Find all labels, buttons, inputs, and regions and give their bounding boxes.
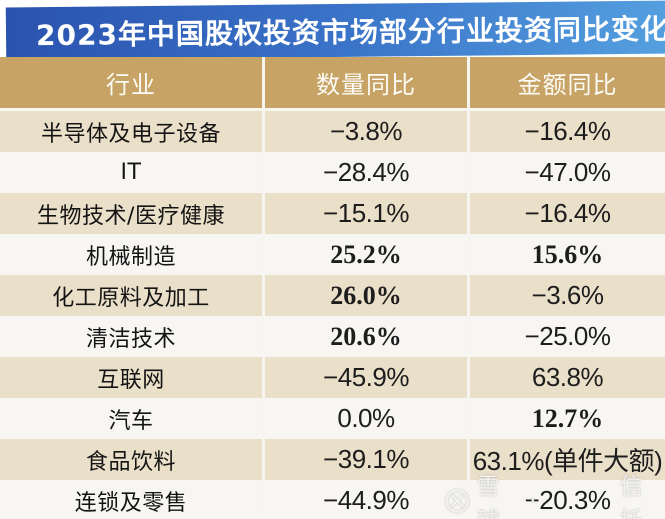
count-yoy-cell: −39.1% — [262, 439, 467, 480]
amount-yoy-cell: −16.4% — [467, 193, 665, 234]
amount-yoy-cell: −3.6% — [467, 275, 665, 316]
table-row: 机械制造 25.2% 15.6% — [0, 234, 665, 275]
table-row: 生物技术/医疗健康 −15.1% −16.4% — [0, 193, 665, 234]
industry-cell: 互联网 — [97, 367, 165, 393]
amount-yoy-cell: 12.7% — [467, 398, 665, 439]
column-header-industry: 行业 — [106, 71, 156, 99]
count-yoy-cell: −45.9% — [262, 357, 467, 398]
table-row: 互联网 −45.9% 63.8% — [0, 357, 665, 398]
table-row: 清洁技术 20.6% −25.0% — [0, 316, 665, 357]
column-header-amount-yoy: 金额同比 — [467, 57, 665, 108]
count-yoy-cell: 20.6% — [262, 316, 467, 357]
count-yoy-cell: 0.0% — [262, 398, 467, 439]
column-header-count-yoy: 数量同比 — [262, 57, 467, 108]
table-header-row: 行业 数量同比 金额同比 — [0, 57, 665, 111]
industry-cell: 连锁及零售 — [74, 490, 188, 516]
amount-yoy-cell: 15.6% — [467, 234, 665, 275]
amount-yoy-cell: 63.1%(单件大额) — [467, 439, 665, 480]
amount-yoy-cell: −47.0% — [467, 152, 665, 193]
count-yoy-cell: −28.4% — [262, 152, 467, 193]
table-body: 半导体及电子设备 −3.8% −16.4% IT −28.4% −47.0% 生… — [0, 111, 665, 519]
title-banner: 2023年中国股权投资市场部分行业投资同比变化 — [5, 0, 665, 61]
table-row: IT −28.4% −47.0% — [0, 152, 665, 193]
amount-yoy-cell: 63.8% — [467, 357, 665, 398]
industry-cell: 机械制造 — [85, 244, 176, 270]
count-yoy-cell: 25.2% — [262, 234, 467, 275]
count-yoy-cell: −44.9% — [262, 480, 467, 519]
industry-cell: 清洁技术 — [85, 326, 176, 352]
amount-yoy-cell: −16.4% — [467, 111, 665, 152]
industry-cell: 食品饮料 — [85, 449, 176, 475]
count-yoy-cell: −15.1% — [262, 193, 467, 234]
amount-yoy-cell: −25.0% — [467, 316, 665, 357]
industry-cell: 生物技术/医疗健康 — [37, 203, 225, 229]
table-row: 化工原料及加工 26.0% −3.6% — [0, 275, 665, 316]
industry-cell: 汽车 — [108, 408, 154, 434]
table-row: 连锁及零售 −44.9% −20.3% — [0, 480, 665, 519]
page-title: 2023年中国股权投资市场部分行业投资同比变化 — [35, 12, 665, 52]
amount-yoy-cell: −20.3% — [467, 480, 665, 519]
industry-cell: 化工原料及加工 — [52, 285, 210, 311]
industry-cell: 半导体及电子设备 — [40, 121, 221, 147]
table-row: 半导体及电子设备 −3.8% −16.4% — [0, 111, 665, 152]
count-yoy-cell: −3.8% — [262, 111, 467, 152]
count-yoy-cell: 26.0% — [262, 275, 467, 316]
industry-cell: IT — [120, 160, 142, 185]
table-row: 食品饮料 −39.1% 63.1%(单件大额) — [0, 439, 665, 480]
table-row: 汽车 0.0% 12.7% — [0, 398, 665, 439]
